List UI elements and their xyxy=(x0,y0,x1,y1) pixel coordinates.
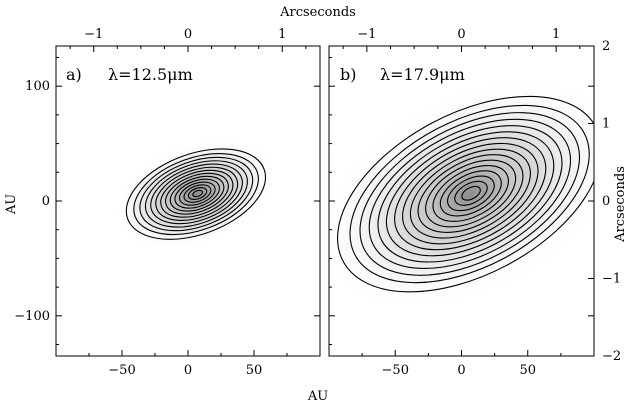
contour-level xyxy=(359,112,581,276)
contour-level xyxy=(425,159,517,228)
contour-level xyxy=(133,153,259,236)
top-tick-label: 1 xyxy=(278,27,286,42)
panel-b-contours xyxy=(337,95,594,293)
tick-labels: −50 0 50 −1 0 1 100 0 −100 −50 0 50 −1 0 1 2 1 0 −1 −2 xyxy=(14,27,621,378)
contour-level xyxy=(417,154,524,233)
panel-a-label: a) xyxy=(66,65,82,84)
y-tick-label: 0 xyxy=(42,194,50,209)
panel-b: b) λ=17.9μm xyxy=(328,45,595,357)
contour-level xyxy=(165,172,229,215)
right-tick-label: −2 xyxy=(602,349,621,364)
y-tick-label: 100 xyxy=(25,79,50,94)
panel-a-wavelength: λ=12.5μm xyxy=(108,65,193,84)
contour-level xyxy=(385,131,555,257)
top-tick-label: 0 xyxy=(184,27,192,42)
panel-a-image xyxy=(115,138,277,250)
contour-level xyxy=(439,170,502,217)
top-tick-label: 0 xyxy=(457,27,465,42)
right-tick-label: 2 xyxy=(602,39,610,54)
contour-level xyxy=(192,189,204,198)
contour-level xyxy=(377,125,563,263)
top-tick-label: −1 xyxy=(357,27,376,42)
contour-level xyxy=(169,175,225,212)
contour-level xyxy=(461,185,481,201)
right-tick-label: 1 xyxy=(602,117,610,132)
panel-b-label: b) xyxy=(340,65,356,84)
panel-a: a) λ=12.5μm xyxy=(55,45,321,357)
x-tick-label: 50 xyxy=(246,363,263,378)
right-axis-title: Arcseconds xyxy=(613,166,628,243)
contour-level xyxy=(402,142,539,245)
panel-b-image xyxy=(329,76,594,312)
contour-level xyxy=(155,166,239,221)
x-tick-label: −50 xyxy=(108,363,135,378)
contour-level xyxy=(409,148,531,239)
right-tick-label: 0 xyxy=(602,194,610,209)
left-axis-title: AU xyxy=(4,194,19,215)
panel-a-ticks xyxy=(56,46,320,356)
contour-level xyxy=(150,163,243,225)
bottom-axis-title: AU xyxy=(307,389,328,404)
contour-level xyxy=(183,184,212,203)
contour-level xyxy=(447,175,495,212)
contour-level xyxy=(349,104,590,284)
contour-level xyxy=(454,180,488,206)
panel-b-wavelength: λ=17.9μm xyxy=(380,65,465,84)
contour-level xyxy=(337,95,594,293)
contour-level xyxy=(139,156,254,232)
contour-level xyxy=(144,160,248,228)
right-tick-label: −1 xyxy=(602,272,621,287)
top-axis-title: Arcseconds xyxy=(279,5,356,20)
top-tick-label: 1 xyxy=(552,27,560,42)
contour-level xyxy=(178,181,216,206)
y-tick-label: −100 xyxy=(14,309,50,324)
contour-level xyxy=(432,164,509,222)
contour-level xyxy=(174,178,220,209)
x-tick-label: 0 xyxy=(184,363,192,378)
contour-level xyxy=(394,137,547,251)
contour-level xyxy=(368,118,572,270)
x-tick-label: 50 xyxy=(519,363,536,378)
panel-a-contours xyxy=(125,148,267,240)
top-tick-label: −1 xyxy=(84,27,103,42)
panel-a-grayscale xyxy=(115,138,277,250)
contour-level xyxy=(125,148,267,240)
x-tick-label: 0 xyxy=(457,363,465,378)
x-tick-label: −50 xyxy=(382,363,409,378)
panel-b-ticks xyxy=(329,45,594,357)
contour-level xyxy=(187,187,208,200)
grayscale-halo xyxy=(115,138,277,250)
contour-level xyxy=(160,169,234,218)
